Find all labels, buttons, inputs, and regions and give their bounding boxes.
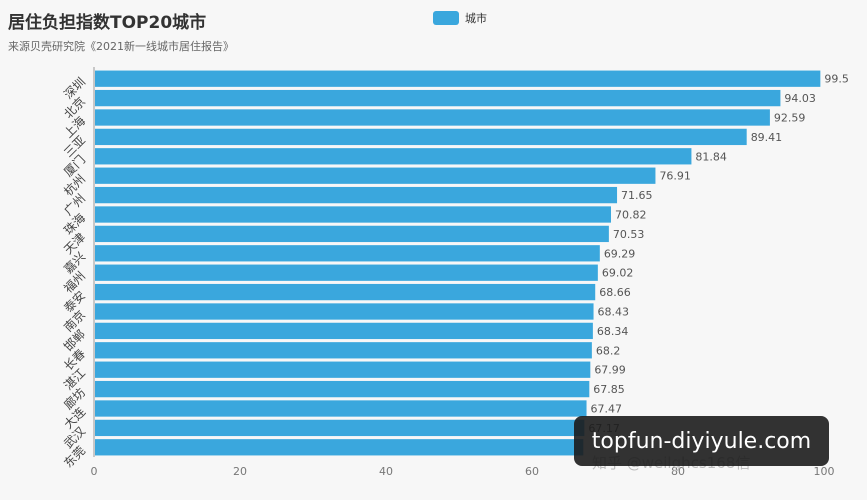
watermark-text: topfun-diyiyule.com [591, 428, 812, 454]
legend-label: 城市 [465, 12, 487, 25]
bar-value-label: 68.43 [598, 306, 630, 319]
bar-value-label: 69.02 [602, 267, 634, 280]
x-tick-label: 80 [671, 465, 685, 478]
bar[interactable] [95, 342, 592, 359]
bar-value-label: 70.53 [613, 228, 645, 241]
chart-subtitle: 来源贝壳研究院《2021新一线城市居住报告》 [8, 40, 234, 53]
bar[interactable] [95, 400, 587, 417]
x-tick-label: 0 [91, 465, 98, 478]
bar-value-label: 67.47 [591, 403, 623, 416]
x-tick-label: 40 [379, 465, 393, 478]
bar-value-label: 67.99 [594, 364, 626, 377]
bar[interactable] [95, 303, 594, 320]
bar-value-label: 92.59 [774, 112, 806, 125]
bar-value-label: 68.34 [597, 325, 629, 338]
bar[interactable] [95, 264, 598, 281]
bar-value-label: 71.65 [621, 189, 653, 202]
bar-value-label: 94.03 [784, 92, 816, 105]
bar[interactable] [95, 419, 585, 437]
bar[interactable] [95, 439, 584, 456]
bar-value-label: 69.29 [604, 247, 636, 260]
bar[interactable] [95, 109, 770, 126]
bar[interactable] [95, 206, 611, 223]
chart-title: 居住负担指数TOP20城市 [8, 13, 207, 33]
watermark-banner: topfun-diyiyule.com [574, 416, 829, 466]
bar[interactable] [95, 89, 781, 107]
bar-value-label: 81.84 [695, 150, 727, 163]
bar[interactable] [95, 70, 821, 87]
bar[interactable] [95, 380, 590, 398]
legend-swatch [433, 11, 459, 25]
bar[interactable] [95, 186, 618, 204]
bar[interactable] [95, 322, 593, 340]
bar[interactable] [95, 167, 656, 184]
bar-value-label: 70.82 [615, 209, 647, 222]
bar-value-label: 89.41 [751, 131, 783, 144]
bar-value-label: 68.66 [599, 286, 631, 299]
bar[interactable] [95, 128, 747, 146]
bar-value-label: 67.85 [593, 383, 625, 396]
bar[interactable] [95, 225, 609, 243]
bar[interactable] [95, 361, 591, 378]
category-label: 东莞 [61, 444, 88, 471]
x-tick-label: 20 [233, 465, 247, 478]
bar-value-label: 68.2 [596, 344, 621, 357]
bar[interactable] [95, 283, 596, 301]
bar[interactable] [95, 148, 692, 165]
x-tick-label: 60 [525, 465, 539, 478]
bar[interactable] [95, 245, 600, 262]
bar-value-label: 99.5 [824, 73, 849, 86]
legend[interactable]: 城市 [433, 10, 487, 26]
bar-value-label: 76.91 [659, 170, 691, 183]
x-tick-label: 100 [814, 465, 835, 478]
